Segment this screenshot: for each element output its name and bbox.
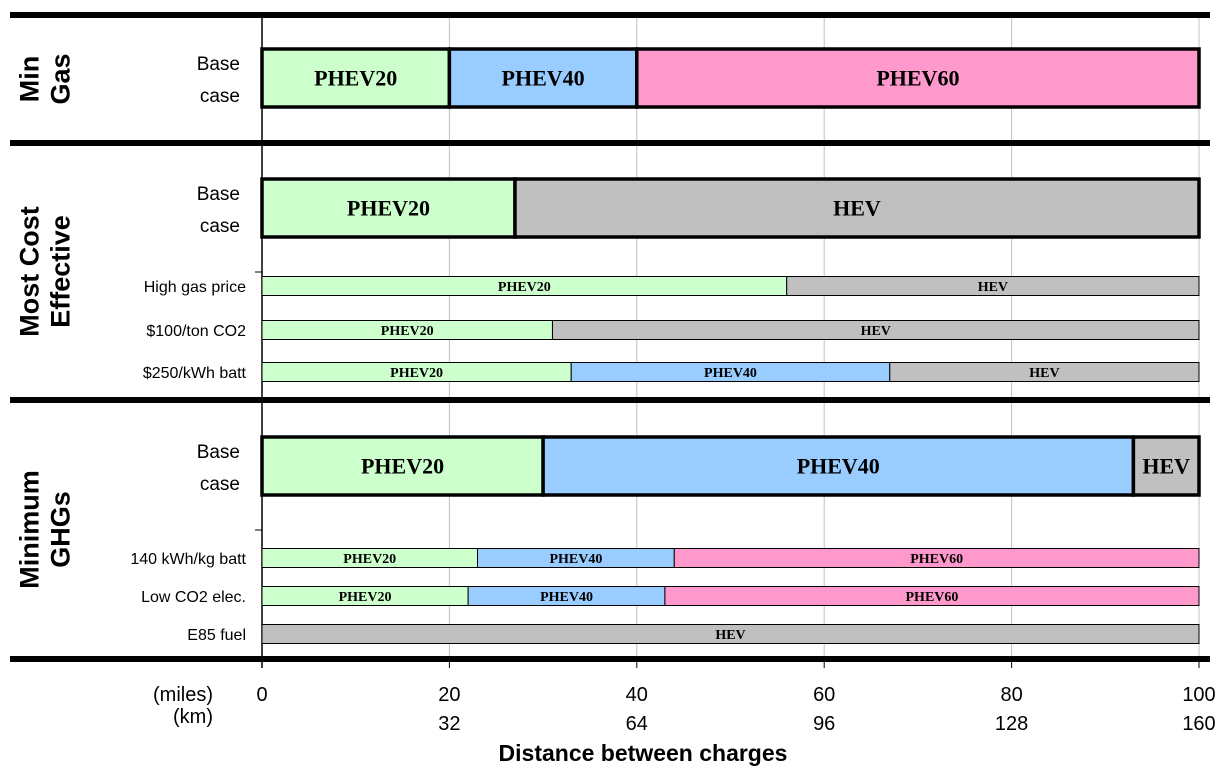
x-tick-label-km: 64	[626, 713, 648, 735]
bar-segment-label: PHEV40	[797, 454, 880, 479]
row-label: $250/kWh batt	[143, 365, 247, 382]
bar-segment-label: HEV	[1142, 454, 1190, 479]
bar-segment-label: PHEV20	[339, 590, 392, 605]
bar-segment-label: PHEV40	[502, 66, 585, 91]
bar-segment-label: PHEV20	[343, 552, 396, 567]
row-label: case	[200, 474, 240, 495]
bar-segment-label: PHEV20	[314, 66, 397, 91]
bar-segment-label: PHEV20	[390, 366, 443, 381]
bar-segment	[664, 586, 1200, 606]
group-label-line: Minimum	[15, 470, 45, 589]
bar-segment-label: HEV	[1029, 366, 1059, 381]
group-label: MinimumGHGs	[15, 470, 76, 589]
bar-segment-label: PHEV60	[910, 552, 963, 567]
x-unit-label-km: (km)	[173, 706, 213, 728]
bar-segment-label: HEV	[861, 324, 891, 339]
x-tick-label-miles: 0	[256, 684, 267, 706]
bar-segment	[541, 435, 1136, 497]
row-label: Low CO2 elec.	[141, 589, 246, 606]
x-tick-label-miles: 60	[813, 684, 835, 706]
x-tick-label-miles: 100	[1182, 684, 1215, 706]
x-tick-label-miles: 40	[626, 684, 648, 706]
group-label: Most CostEffective	[15, 206, 76, 337]
x-tick-label-miles: 20	[438, 684, 460, 706]
group-label: MinGas	[15, 53, 76, 104]
group-label-line: Min	[15, 56, 45, 103]
bar-segment-label: HEV	[715, 628, 745, 643]
bar-segment	[889, 362, 1200, 382]
x-unit-label-miles: (miles)	[153, 684, 213, 706]
row-label: case	[200, 216, 240, 237]
bar-segment	[551, 320, 1200, 340]
bar-segment	[513, 177, 1201, 239]
bar-segment	[1131, 435, 1201, 497]
row-label: Base	[197, 184, 240, 205]
x-tick-label-km: 128	[995, 713, 1028, 735]
bar-segment-label: PHEV40	[549, 552, 602, 567]
bar-segment-label: PHEV60	[876, 66, 959, 91]
x-tick-label-km: 160	[1182, 713, 1215, 735]
bar-segment-label: PHEV20	[361, 454, 444, 479]
bar-segment-label: PHEV60	[906, 590, 959, 605]
bar-segment-label: PHEV40	[540, 590, 593, 605]
group-label-line: Effective	[46, 215, 76, 328]
bar-segment-label: HEV	[978, 280, 1008, 295]
bar-segment-label: PHEV40	[704, 366, 757, 381]
bar-segment	[786, 276, 1200, 296]
row-label: 140 kWh/kg batt	[130, 551, 246, 568]
row-label: Base	[197, 54, 240, 75]
bar-segment-label: PHEV20	[498, 280, 551, 295]
x-axis-title: Distance between charges	[499, 740, 788, 766]
row-label: E85 fuel	[187, 627, 246, 644]
x-tick-label-km: 96	[813, 713, 835, 735]
bar-segment-label: HEV	[833, 196, 881, 221]
group-label-line: GHGs	[46, 491, 76, 568]
bar-segment-label: PHEV20	[347, 196, 430, 221]
x-tick-label-km: 32	[438, 713, 460, 735]
bar-segment	[673, 548, 1200, 568]
group-label-line: Gas	[46, 53, 76, 104]
group-label-line: Most Cost	[15, 206, 45, 337]
bar-segment-label: PHEV20	[381, 324, 434, 339]
bar-segment	[447, 47, 639, 109]
row-label: $100/ton CO2	[146, 323, 246, 340]
row-label: High gas price	[144, 279, 246, 296]
bar-segment	[260, 177, 517, 239]
bar-segment	[261, 624, 1200, 644]
x-tick-label-miles: 80	[1000, 684, 1022, 706]
row-label: Base	[197, 442, 240, 463]
bar-segment	[635, 47, 1201, 109]
row-label: case	[200, 86, 240, 107]
